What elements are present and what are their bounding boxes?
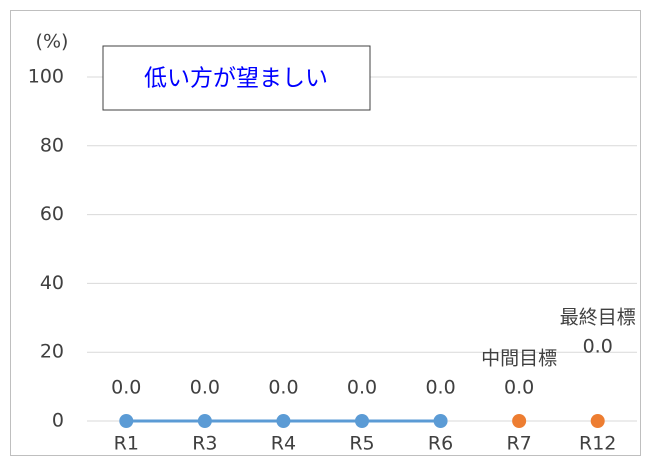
y-tick-label: 80	[40, 134, 64, 156]
x-tick-label: R4	[271, 433, 296, 455]
data-point	[512, 414, 527, 428]
data-label: 0.0	[583, 336, 613, 358]
data-point	[355, 414, 369, 428]
y-tick-label: 60	[40, 203, 64, 225]
note-text: 低い方が望ましい	[144, 66, 328, 92]
y-tick-label: 40	[40, 272, 64, 294]
x-tick-label: R7	[506, 433, 531, 455]
data-label: 0.0	[425, 377, 455, 399]
x-tick-label: R6	[428, 433, 453, 455]
x-tick-label: R12	[579, 433, 616, 455]
x-tick-label: R3	[192, 433, 217, 455]
data-label: 0.0	[504, 377, 534, 399]
data-point	[119, 414, 134, 428]
y-tick-label: 0	[52, 410, 64, 432]
data-label: 0.0	[347, 377, 377, 399]
y-tick-label: 20	[40, 341, 64, 363]
data-label: 0.0	[190, 377, 220, 399]
data-point	[590, 414, 605, 428]
data-label: 0.0	[111, 377, 141, 399]
plot-area: 0 20 40 60 80 100 R1 R3 R4 R5 R6 R7 R12 0.0 0.0 0.0 0.0 0…	[28, 66, 637, 455]
x-tick-label: R5	[349, 433, 374, 455]
data-point	[197, 414, 212, 428]
y-tick-label: 100	[28, 66, 64, 88]
note-box	[102, 45, 371, 111]
point-label: 最終目標	[560, 307, 636, 329]
point-label: 中間目標	[481, 348, 557, 370]
y-axis-label: (%)	[36, 31, 69, 53]
data-label: 0.0	[268, 377, 298, 399]
x-tick-label: R1	[114, 433, 139, 455]
data-point	[433, 414, 448, 428]
data-point	[276, 414, 291, 428]
